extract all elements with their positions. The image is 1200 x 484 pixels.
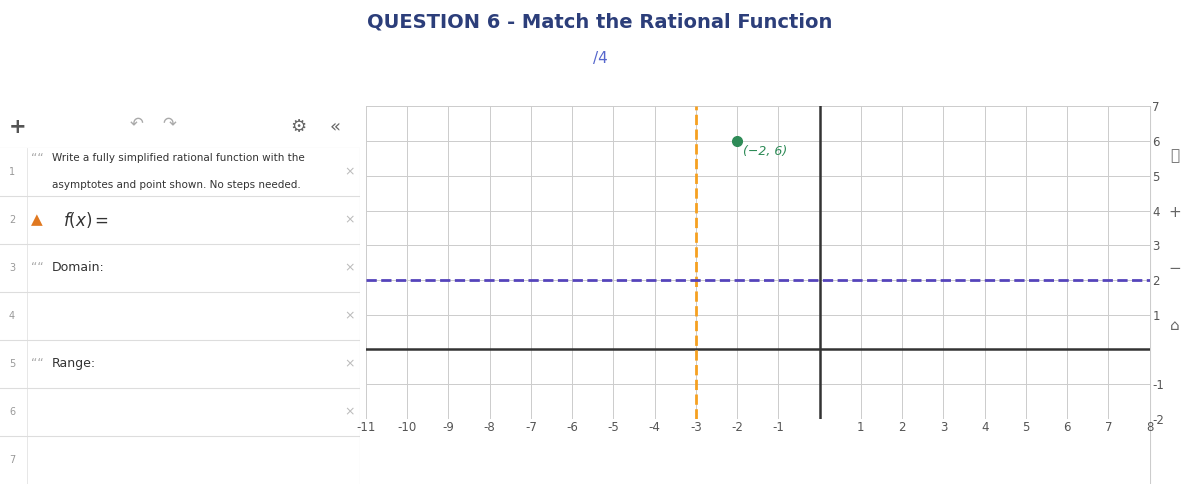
Text: ⚙: ⚙ (290, 118, 307, 136)
Text: ““: ““ (31, 357, 43, 370)
Text: ×: × (344, 309, 354, 322)
Text: QUESTION 6 - Match the Rational Function: QUESTION 6 - Match the Rational Function (367, 12, 833, 31)
Text: ×: × (344, 357, 354, 370)
Text: ↶: ↶ (130, 115, 144, 133)
Text: «: « (329, 118, 341, 136)
Text: ×: × (344, 406, 354, 419)
Text: asymptotes and point shown. No steps needed.: asymptotes and point shown. No steps nee… (53, 180, 301, 190)
Text: +: + (1169, 205, 1181, 220)
Text: Range:: Range: (53, 357, 96, 370)
Text: 🔧: 🔧 (1170, 148, 1180, 163)
Text: /4: /4 (593, 51, 607, 66)
Text: 2: 2 (10, 215, 16, 225)
Text: $\it{f}(x) =$: $\it{f}(x) =$ (62, 210, 109, 230)
Text: +: + (10, 117, 26, 137)
Text: Write a fully simplified rational function with the: Write a fully simplified rational functi… (53, 153, 305, 163)
Text: 6: 6 (10, 407, 16, 417)
Text: ×: × (344, 213, 354, 226)
Text: ““: ““ (31, 261, 43, 274)
Text: ×: × (344, 261, 354, 274)
Text: ↷: ↷ (162, 115, 176, 133)
Text: 5: 5 (10, 359, 16, 369)
Text: Domain:: Domain: (53, 261, 104, 274)
Text: −: − (1169, 261, 1181, 276)
Text: (−2, 6): (−2, 6) (743, 145, 787, 158)
Text: 3: 3 (10, 263, 16, 273)
Text: ““: ““ (31, 151, 43, 165)
Text: ⌂: ⌂ (1170, 318, 1180, 333)
Text: ×: × (344, 165, 354, 178)
Text: 4: 4 (10, 311, 16, 321)
Text: ▲: ▲ (31, 212, 42, 227)
Text: 1: 1 (10, 166, 16, 177)
Text: 7: 7 (10, 455, 16, 465)
